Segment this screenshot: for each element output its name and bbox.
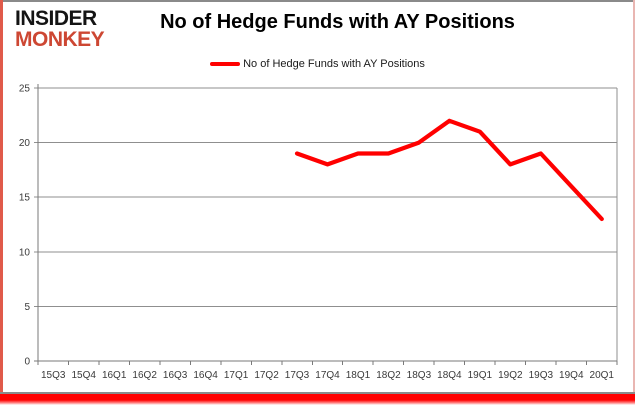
x-tick-label: 19Q4 bbox=[559, 370, 584, 381]
card-bottom-red-bar bbox=[0, 392, 635, 405]
x-tick-label: 19Q2 bbox=[498, 370, 523, 381]
x-tick-label: 15Q4 bbox=[71, 370, 96, 381]
x-tick-label: 19Q3 bbox=[529, 370, 554, 381]
y-tick-label: 10 bbox=[19, 247, 31, 258]
card-border-left bbox=[0, 0, 3, 392]
x-tick-label: 17Q2 bbox=[254, 370, 279, 381]
chart-legend: No of Hedge Funds with AY Positions bbox=[0, 57, 635, 71]
x-tick-label: 15Q3 bbox=[41, 370, 66, 381]
x-tick-label: 18Q1 bbox=[346, 370, 371, 381]
series-line bbox=[294, 118, 604, 222]
x-tick-label: 17Q3 bbox=[285, 370, 310, 381]
x-tick-label: 20Q1 bbox=[590, 370, 615, 381]
chart-title: No of Hedge Funds with AY Positions bbox=[160, 11, 515, 33]
x-tick-label: 16Q2 bbox=[132, 370, 157, 381]
x-tick-label: 16Q3 bbox=[163, 370, 188, 381]
y-tick-label: 5 bbox=[24, 302, 30, 313]
x-tick-label: 19Q1 bbox=[468, 370, 493, 381]
logo-text-monkey: MONKEY bbox=[15, 27, 105, 51]
logo-text-insider: INSIDER bbox=[15, 7, 97, 30]
legend-line-marker bbox=[210, 62, 241, 66]
card-border-right bbox=[633, 0, 635, 392]
x-tick-label: 16Q4 bbox=[193, 370, 218, 381]
y-tick-label: 20 bbox=[19, 138, 31, 149]
x-tick-label: 16Q1 bbox=[102, 370, 127, 381]
insider-monkey-logo: INSIDER MONKEY bbox=[15, 7, 105, 51]
x-tick-label: 18Q3 bbox=[407, 370, 432, 381]
card-border-top bbox=[0, 0, 635, 2]
legend-label: No of Hedge Funds with AY Positions bbox=[243, 58, 425, 70]
x-tick-label: 18Q4 bbox=[437, 370, 462, 381]
x-tick-label: 17Q4 bbox=[315, 370, 340, 381]
x-tick-label: 18Q2 bbox=[376, 370, 401, 381]
x-tick-label: 17Q1 bbox=[224, 370, 249, 381]
y-tick-label: 25 bbox=[19, 84, 31, 95]
y-tick-label: 0 bbox=[24, 357, 30, 368]
y-tick-label: 15 bbox=[19, 193, 31, 204]
